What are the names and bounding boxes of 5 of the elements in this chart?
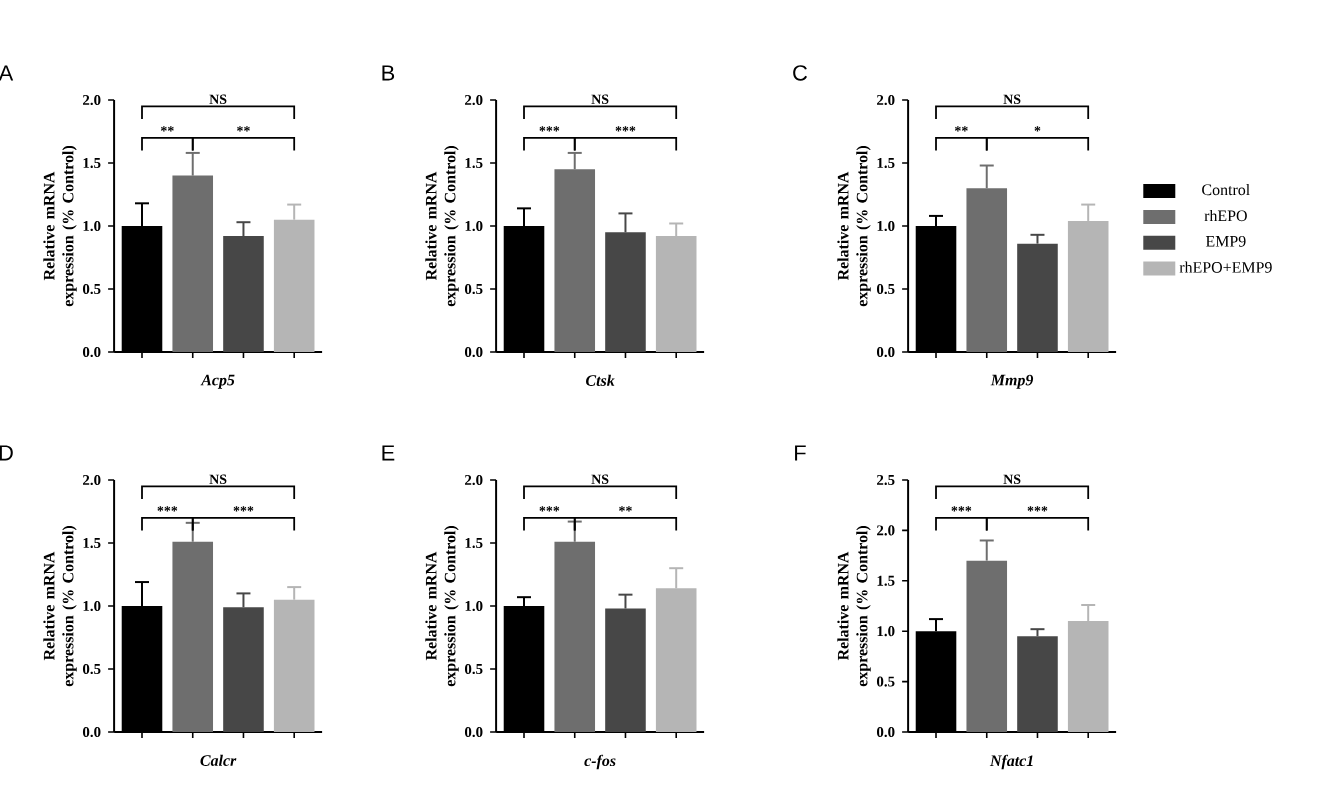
chart-title: C (793, 65, 808, 81)
chart-title: E (382, 445, 395, 461)
chart-title: B (382, 65, 395, 81)
chart-title: D (0, 445, 13, 461)
chart-title: F (795, 445, 806, 461)
